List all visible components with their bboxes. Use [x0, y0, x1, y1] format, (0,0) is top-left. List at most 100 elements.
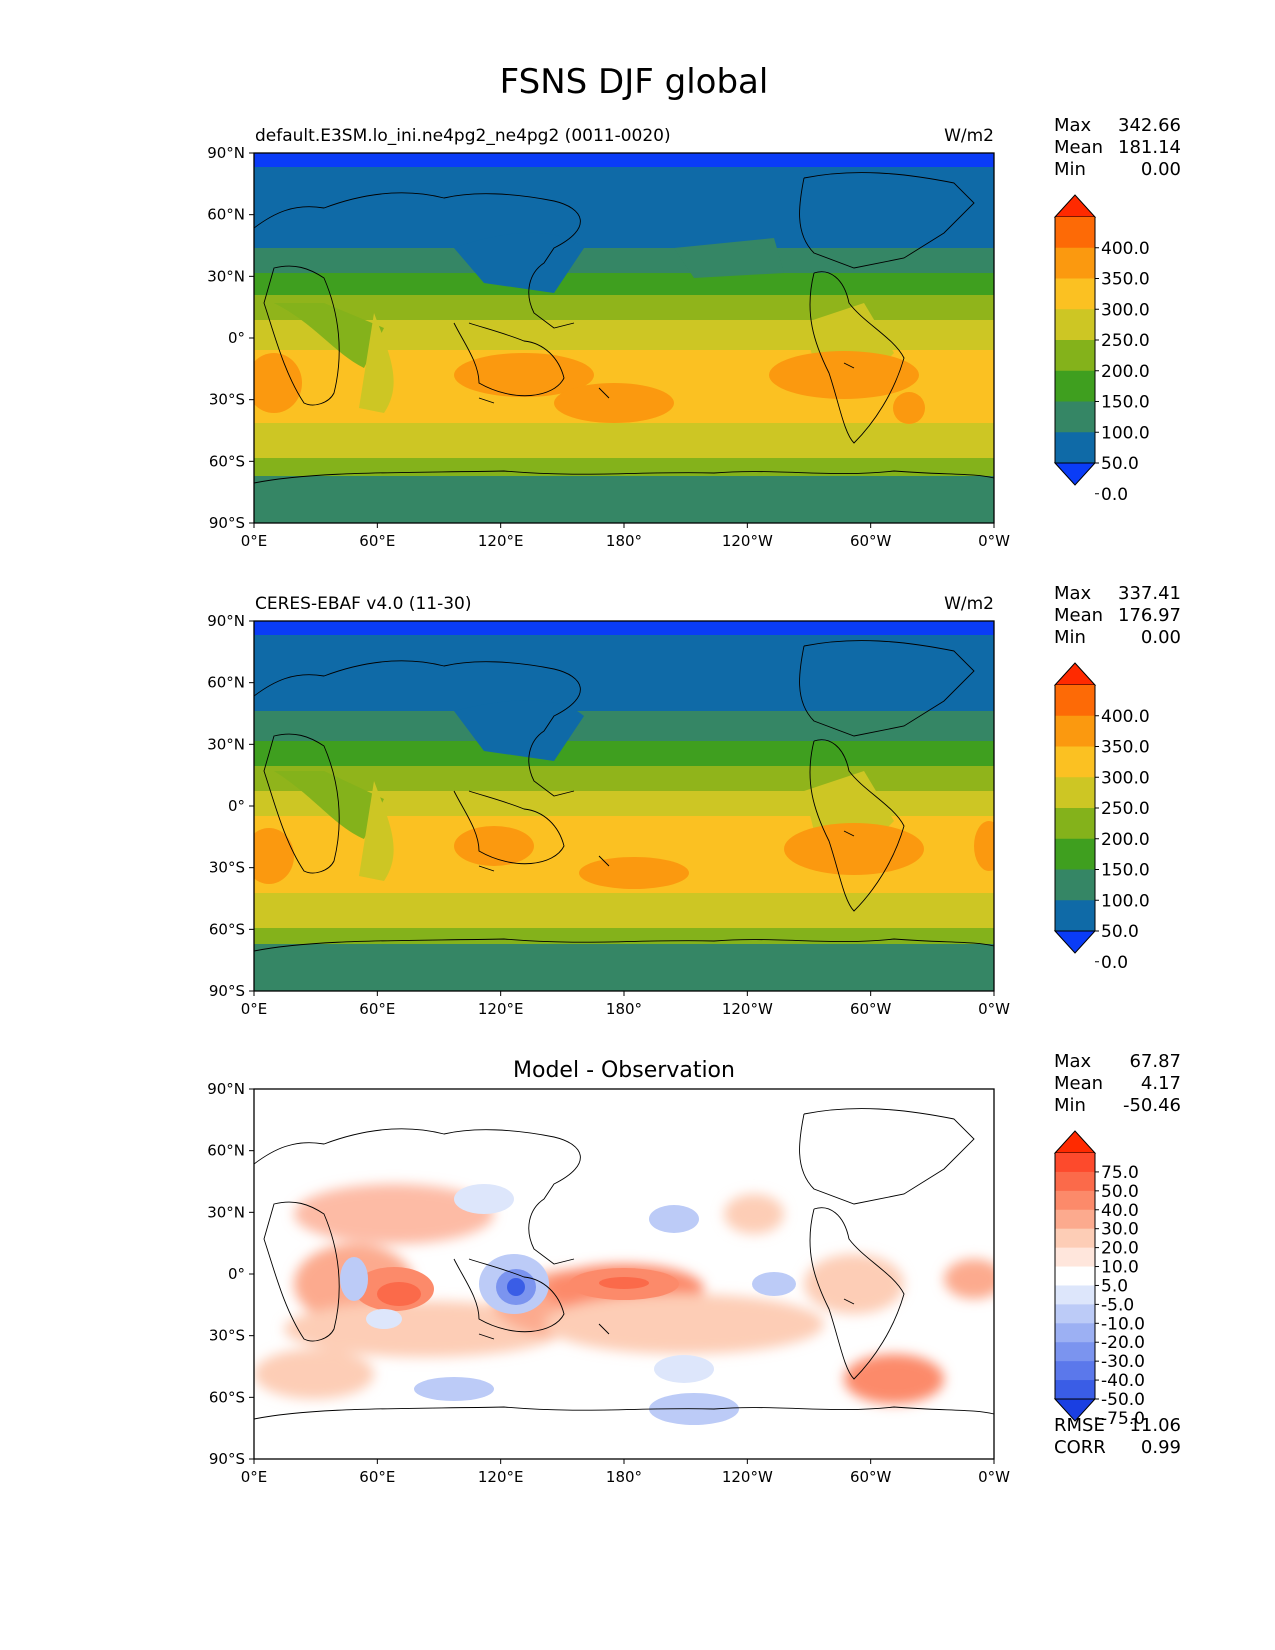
stat-label: Mean	[1054, 605, 1103, 626]
colorbar-label: -5.0	[1101, 1295, 1134, 1315]
coastlines-model	[253, 172, 995, 484]
stat-label: Max	[1054, 1051, 1092, 1072]
colorbar-segment	[1055, 401, 1095, 433]
colorbar-segment	[1055, 869, 1095, 901]
colorbar-segment	[1055, 1247, 1095, 1268]
colorbar-label: 200.0	[1101, 830, 1150, 850]
stat-value: 181.14	[1118, 137, 1181, 158]
colorbar-label: 300.0	[1101, 300, 1150, 320]
lat-tick-label: 30°S	[209, 1327, 245, 1345]
colorbar-segment	[1055, 685, 1095, 717]
stat-label: Mean	[1054, 137, 1103, 158]
lon-tick-label: 60°W	[850, 532, 892, 550]
colorbar-segment	[1055, 247, 1095, 279]
lat-tick-label: 30°N	[207, 735, 245, 753]
lon-tick-label: 60°W	[850, 1000, 892, 1018]
colorbar-label: 350.0	[1101, 270, 1150, 290]
lon-tick-label: 60°E	[359, 532, 395, 550]
stat-value: 342.66	[1118, 115, 1181, 136]
extra-stat-label: RMSE	[1054, 1415, 1105, 1436]
stat-label: Mean	[1054, 1073, 1103, 1094]
stat-value: 67.87	[1129, 1051, 1181, 1072]
lat-tick-label: 90°S	[209, 1450, 245, 1468]
lon-tick-label: 60°E	[359, 1468, 395, 1486]
lon-tick-label: 0°E	[241, 1468, 268, 1486]
lat-tick-label: 30°N	[207, 1203, 245, 1221]
lat-tick-label: 60°S	[209, 920, 245, 938]
lon-tick-label: 180°	[606, 532, 642, 550]
colorbar-label: 400.0	[1101, 239, 1150, 259]
colorbar-label: 50.0	[1101, 922, 1139, 942]
lon-tick-label: 120°W	[722, 1468, 773, 1486]
colorbar-segment	[1055, 838, 1095, 870]
colorbar-label: 150.0	[1101, 393, 1150, 413]
colorbar-segment	[1055, 808, 1095, 840]
colorbar-label: 250.0	[1101, 331, 1150, 351]
lon-tick-label: 0°E	[241, 1000, 268, 1018]
field-map-model	[254, 153, 994, 523]
colorbar-extend-min	[1053, 462, 1097, 486]
lon-tick-label: 0°E	[241, 532, 268, 550]
panel-center-title: Model - Observation	[513, 1058, 735, 1083]
colorbar-segment	[1055, 217, 1095, 249]
extra-stat-value: 0.99	[1141, 1437, 1181, 1458]
lat-tick-label: 90°N	[207, 144, 245, 162]
panel-units: W/m2	[944, 594, 994, 614]
lat-tick-label: 30°S	[209, 859, 245, 877]
panel-units: W/m2	[944, 126, 994, 146]
colorbar-label: 5.0	[1101, 1276, 1128, 1296]
colorbar-label: 150.0	[1101, 861, 1150, 881]
colorbar-segment	[1055, 1228, 1095, 1249]
colorbar-outline	[1054, 1153, 1096, 1399]
colorbar-label: 75.0	[1101, 1163, 1139, 1183]
colorbar-label: 100.0	[1101, 423, 1150, 443]
colorbar-segment	[1055, 309, 1095, 341]
colorbar-label: 250.0	[1101, 799, 1150, 819]
colorbar-label: 50.0	[1101, 454, 1139, 474]
colorbar-label: 0.0	[1101, 953, 1128, 973]
colorbar-label: 50.0	[1101, 1182, 1139, 1202]
colorbar-segment	[1055, 900, 1095, 932]
lat-tick-label: 60°N	[207, 1142, 245, 1160]
lon-tick-label: 120°E	[478, 1468, 524, 1486]
colorbar-segment	[1055, 746, 1095, 778]
lat-tick-label: 30°S	[209, 391, 245, 409]
colorbar-segment	[1055, 1380, 1095, 1400]
colorbar-label: 40.0	[1101, 1201, 1139, 1221]
lon-tick-label: 120°W	[722, 532, 773, 550]
coastlines-obs	[253, 640, 995, 952]
colorbar-label: 100.0	[1101, 891, 1150, 911]
colorbar-segment	[1055, 278, 1095, 310]
colorbar-segment	[1055, 1190, 1095, 1211]
stat-value: -50.46	[1123, 1095, 1181, 1116]
extra-stat-label: CORR	[1054, 1437, 1106, 1458]
colorbar-label: 20.0	[1101, 1239, 1139, 1259]
stat-value: 0.00	[1141, 627, 1181, 648]
colorbar-label: -20.0	[1101, 1333, 1145, 1353]
stat-value: 176.97	[1118, 605, 1181, 626]
lon-tick-label: 180°	[606, 1000, 642, 1018]
lat-tick-label: 0°	[228, 329, 245, 347]
field-map-obs	[254, 621, 994, 991]
stat-label: Max	[1054, 583, 1092, 604]
lat-tick-label: 90°N	[207, 1080, 245, 1098]
stat-value: 0.00	[1141, 159, 1181, 180]
colorbar-segment	[1055, 1285, 1095, 1305]
colorbar-segment	[1055, 1171, 1095, 1192]
colorbar-label: 30.0	[1101, 1220, 1139, 1240]
stat-label: Min	[1054, 1095, 1086, 1116]
lat-tick-label: 60°S	[209, 452, 245, 470]
colorbar-extend-min	[1053, 1398, 1097, 1422]
colorbar-label: -75.0	[1101, 1409, 1145, 1429]
lon-tick-label: 120°W	[722, 1000, 773, 1018]
lat-tick-label: 60°N	[207, 674, 245, 692]
colorbar-segment	[1055, 1323, 1095, 1343]
colorbar-label: 0.0	[1101, 485, 1128, 505]
lat-tick-label: 90°S	[209, 982, 245, 1000]
stat-label: Max	[1054, 115, 1092, 136]
stat-label: Min	[1054, 159, 1086, 180]
panel-diff: Model - Observation	[207, 1051, 1181, 1486]
colorbar-label: 10.0	[1101, 1258, 1139, 1278]
colorbar-segment	[1055, 1153, 1095, 1173]
lon-tick-label: 0°W	[978, 532, 1010, 550]
